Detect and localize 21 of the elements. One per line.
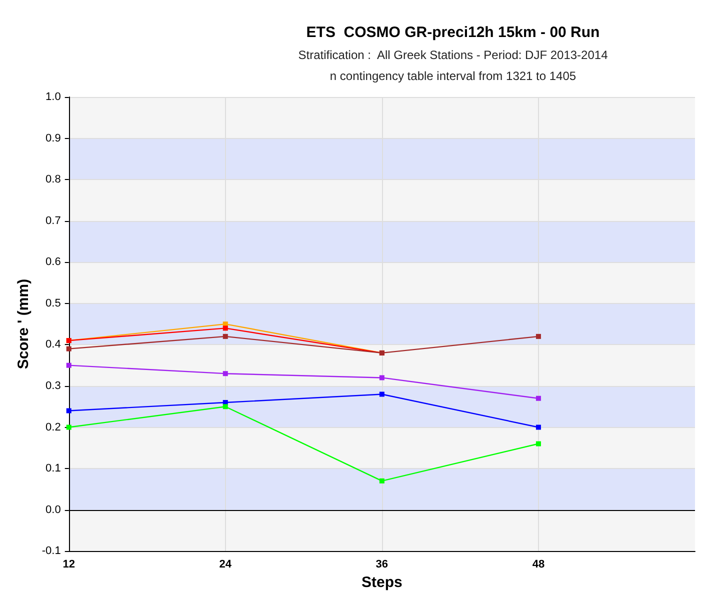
x-tick-label: 24 <box>219 558 232 571</box>
chart-title: ETS COSMO GR-preci12h 15km - 00 Run <box>306 24 600 41</box>
y-tick-label: 0.0 <box>46 504 61 516</box>
x-tick-label: 36 <box>376 558 388 571</box>
y-tick-label: 0.9 <box>46 132 61 144</box>
x-tick-label: 48 <box>532 558 545 571</box>
y-tick-label: 0.5 <box>46 297 61 310</box>
y-tick-label: 0.6 <box>46 256 61 268</box>
y-tick-label: 0.1 <box>46 462 61 475</box>
y-tick-label: 1.0 <box>46 91 61 103</box>
y-tick-label: 0.2 <box>46 421 61 434</box>
x-tick-label: 12 <box>62 558 75 571</box>
y-tick-label: 0.4 <box>46 338 61 351</box>
text: n contingency table interval from 1321 to 1405 <box>330 69 576 83</box>
chart-subtitle: Stratification : All Greek Stations - Period: DJF 2013-2014 <box>298 48 608 62</box>
y-tick-label: -0.1 <box>42 545 61 558</box>
y-axis-title: Score ' (mm) <box>15 278 32 370</box>
y-tick-label: 0.3 <box>46 380 61 392</box>
x-axis-title: Steps <box>362 574 402 591</box>
y-tick-label: 0.8 <box>46 174 61 186</box>
y-tick-label: 0.7 <box>46 214 61 227</box>
